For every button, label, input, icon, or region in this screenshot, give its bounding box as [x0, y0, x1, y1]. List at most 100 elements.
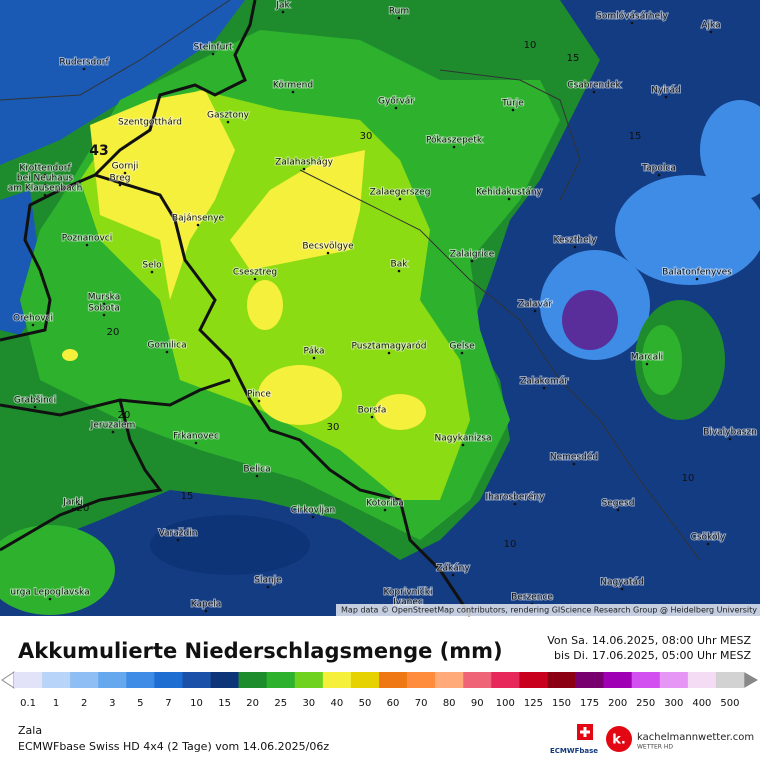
place-dot: [43, 183, 47, 187]
legend-swatch: [98, 672, 127, 688]
place-label: Zalavár: [518, 300, 553, 310]
place-dot: [85, 243, 89, 247]
legend-swatch: [407, 672, 436, 688]
legend-label: 15: [218, 698, 231, 709]
legend-label: 60: [387, 698, 400, 709]
place-dot: [196, 223, 200, 227]
legend-label: 5: [137, 698, 143, 709]
legend-label: 2: [81, 698, 87, 709]
place-label: Gornji: [112, 162, 139, 172]
place-dot: [398, 197, 402, 201]
place-label: Segesd: [602, 499, 635, 509]
place-dot: [657, 173, 661, 177]
legend-arrow-left: [1, 671, 15, 689]
contour-label: 43: [89, 143, 108, 159]
legend-arrow-right: [744, 672, 758, 688]
map: Jak Rum Somlóvásárhely Ajka Steinfurt Rudersd…: [0, 0, 760, 617]
place-label: Kapela: [191, 600, 222, 610]
contour-label: 10: [504, 539, 517, 550]
place-dot: [452, 145, 456, 149]
place-label: bei Neuhaus: [17, 174, 74, 184]
place-dot: [592, 90, 596, 94]
place-dot: [513, 502, 517, 506]
legend-label: 25: [274, 698, 287, 709]
place-dot: [533, 309, 537, 313]
place-label: Türje: [501, 99, 524, 109]
legend-label: 175: [580, 698, 599, 709]
rain-area: [247, 280, 283, 330]
legend-label: 3: [109, 698, 115, 709]
rain-area: [374, 394, 426, 430]
place-dot: [451, 573, 455, 577]
contour-label: 15: [629, 131, 642, 142]
legend-swatch: [154, 672, 183, 688]
place-dot: [370, 415, 374, 419]
legend-swatch: [379, 672, 408, 688]
place-dot: [43, 193, 47, 197]
place-dot: [302, 167, 306, 171]
place-label: Breg: [110, 174, 131, 184]
place-label: Kotoriba: [366, 499, 403, 509]
place-label: Becsvölgye: [302, 242, 354, 252]
logo-k: k.: [612, 733, 626, 748]
place-label: Poznanovci: [62, 234, 113, 244]
place-dot: [645, 362, 649, 366]
legend-label: 20: [246, 698, 259, 709]
place-dot: [291, 90, 295, 94]
badge: ECMWFbase: [550, 747, 598, 755]
attribution-bg: [336, 604, 760, 616]
place-label: Pókaszepetk: [426, 135, 483, 146]
place-dot: [312, 356, 316, 360]
place-label: Rudersdorf: [59, 58, 109, 68]
place-dot: [511, 108, 515, 112]
place-dot: [31, 323, 35, 327]
swiss-cross: [580, 727, 590, 737]
contour-label: 15: [567, 53, 580, 64]
place-label: Nyirád: [651, 86, 681, 96]
place-label: Gomilica: [147, 341, 186, 351]
place-label: am Klausenbach: [8, 184, 83, 194]
place-label: Zákány: [436, 564, 470, 574]
place-label: Varaždin: [159, 529, 198, 539]
place-dot: [43, 173, 47, 177]
place-label: Pusztamagyaród: [352, 341, 427, 352]
contour-label: 20: [118, 410, 131, 421]
legend-label: 100: [496, 698, 515, 709]
place-label: Somlóvásárhely: [596, 11, 668, 22]
place-dot: [176, 538, 180, 542]
legend-swatch: [715, 672, 745, 688]
legend-title: Akkumulierte Niederschlagsmenge (mm): [18, 639, 503, 663]
place-dot: [204, 609, 208, 613]
place-dot: [48, 597, 52, 601]
place-dot: [150, 270, 154, 274]
rain-area: [562, 290, 618, 350]
attribution: Map data © OpenStreetMap contributors, r…: [341, 606, 757, 615]
legend-swatch: [210, 672, 239, 688]
legend-label: 150: [552, 698, 571, 709]
place-dot: [253, 277, 257, 281]
rain-area: [62, 349, 78, 361]
rain-area: [90, 90, 235, 300]
logo-text: kachelmannwetter.com: [637, 732, 754, 743]
place-label: Krottendorf: [19, 164, 71, 174]
contour-label: 20: [77, 503, 90, 514]
place-dot: [470, 259, 474, 263]
logo-icon: [606, 726, 632, 752]
place-dot: [118, 183, 122, 187]
place-dot: [507, 197, 511, 201]
legend-swatch: [42, 672, 71, 688]
place-dot: [394, 106, 398, 110]
place-dot: [397, 269, 401, 273]
legend-label: 0.1: [20, 698, 36, 709]
place-label: Tapolca: [641, 164, 676, 174]
legend-swatch: [126, 672, 155, 688]
place-label: Ajka: [701, 21, 720, 31]
legend-label: 300: [664, 698, 683, 709]
place-dot: [102, 313, 106, 317]
model-info: ECMWFbase Swiss HD 4x4 (2 Tage) vom 14.0…: [18, 740, 329, 753]
legend-label: 400: [692, 698, 711, 709]
legend-label: 50: [359, 698, 372, 709]
legend-swatch: [575, 672, 604, 688]
legend-swatch: [519, 672, 548, 688]
